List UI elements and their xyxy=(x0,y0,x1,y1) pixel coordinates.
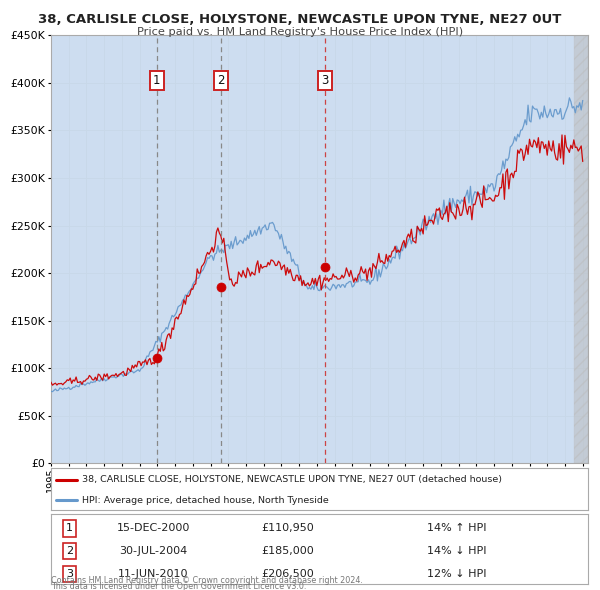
Bar xyxy=(221,35,325,463)
Text: £185,000: £185,000 xyxy=(261,546,314,556)
Text: £206,500: £206,500 xyxy=(261,569,314,579)
Text: £110,950: £110,950 xyxy=(261,523,314,533)
Bar xyxy=(574,35,588,463)
Bar xyxy=(325,35,588,463)
Text: 3: 3 xyxy=(321,74,328,87)
Text: HPI: Average price, detached house, North Tyneside: HPI: Average price, detached house, Nort… xyxy=(82,496,329,504)
Text: Price paid vs. HM Land Registry's House Price Index (HPI): Price paid vs. HM Land Registry's House … xyxy=(137,27,463,37)
Text: 2: 2 xyxy=(217,74,224,87)
Text: 14% ↑ HPI: 14% ↑ HPI xyxy=(427,523,487,533)
Text: 2: 2 xyxy=(66,546,73,556)
Text: 14% ↓ HPI: 14% ↓ HPI xyxy=(427,546,487,556)
Text: 3: 3 xyxy=(66,569,73,579)
Text: 1: 1 xyxy=(153,74,160,87)
Text: 11-JUN-2010: 11-JUN-2010 xyxy=(118,569,188,579)
Text: 38, CARLISLE CLOSE, HOLYSTONE, NEWCASTLE UPON TYNE, NE27 0UT (detached house): 38, CARLISLE CLOSE, HOLYSTONE, NEWCASTLE… xyxy=(82,476,502,484)
Text: This data is licensed under the Open Government Licence v3.0.: This data is licensed under the Open Gov… xyxy=(51,582,307,590)
Text: 38, CARLISLE CLOSE, HOLYSTONE, NEWCASTLE UPON TYNE, NE27 0UT: 38, CARLISLE CLOSE, HOLYSTONE, NEWCASTLE… xyxy=(38,13,562,26)
Text: 12% ↓ HPI: 12% ↓ HPI xyxy=(427,569,487,579)
Bar xyxy=(51,35,221,463)
Text: 15-DEC-2000: 15-DEC-2000 xyxy=(116,523,190,533)
Text: Contains HM Land Registry data © Crown copyright and database right 2024.: Contains HM Land Registry data © Crown c… xyxy=(51,576,363,585)
Text: 30-JUL-2004: 30-JUL-2004 xyxy=(119,546,187,556)
Text: 1: 1 xyxy=(66,523,73,533)
